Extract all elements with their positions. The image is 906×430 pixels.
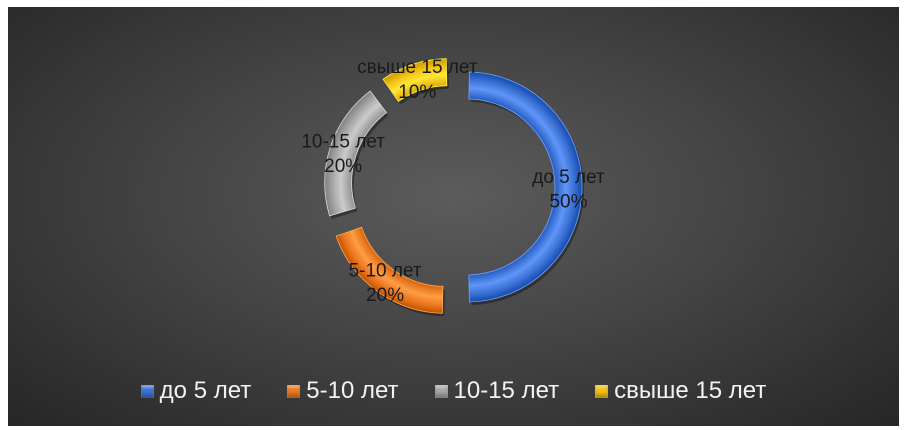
legend-item-до-5: до 5 лет — [140, 377, 252, 405]
doughnut-slice-3 — [382, 58, 448, 102]
data-label-3: свыше 15 лет 10% — [357, 57, 478, 103]
data-label-category: 5-10 лет — [349, 260, 422, 281]
data-label-1: 5-10 лет 20% — [349, 260, 422, 306]
chart-area: до 5 лет 50% 5-10 лет 20% 10-15 лет 20% свыше … — [8, 7, 899, 426]
data-label-2: 10-15 лет 20% — [301, 131, 385, 177]
doughnut-slice-1 — [335, 226, 444, 314]
chart-legend: до 5 лет 5-10 лет 10-15 лет свыше 15 лет — [8, 371, 899, 411]
legend-item-10-15: 10-15 лет — [434, 377, 560, 405]
doughnut-slice-2 — [324, 90, 388, 217]
data-label-percent: 20% — [324, 156, 362, 177]
data-label-percent: 10% — [398, 82, 436, 103]
data-label-percent: 20% — [366, 285, 404, 306]
legend-label: 5-10 лет — [306, 377, 399, 404]
legend-label: до 5 лет — [159, 377, 252, 404]
legend-label: свыше 15 лет — [614, 377, 767, 404]
doughnut-chart: до 5 лет 50% 5-10 лет 20% 10-15 лет 20% свыше … — [301, 57, 605, 317]
legend-swatch-icon — [287, 384, 301, 398]
legend-item-свыше-15: свыше 15 лет — [595, 377, 766, 405]
legend-item-5-10: 5-10 лет — [287, 377, 399, 405]
legend-swatch-icon — [595, 384, 609, 398]
data-label-category: свыше 15 лет — [357, 57, 478, 78]
data-label-category: 10-15 лет — [301, 131, 385, 152]
slices-layer — [324, 58, 585, 317]
data-label-0: до 5 лет 50% — [532, 167, 605, 213]
data-label-category: до 5 лет — [532, 167, 605, 188]
legend-label: 10-15 лет — [453, 377, 560, 404]
data-labels-layer: до 5 лет 50% 5-10 лет 20% 10-15 лет 20% свыше … — [301, 57, 605, 306]
legend-swatch-icon — [434, 384, 448, 398]
data-label-percent: 50% — [549, 192, 587, 213]
legend-swatch-icon — [140, 384, 154, 398]
doughnut-slice-0 — [468, 71, 583, 303]
